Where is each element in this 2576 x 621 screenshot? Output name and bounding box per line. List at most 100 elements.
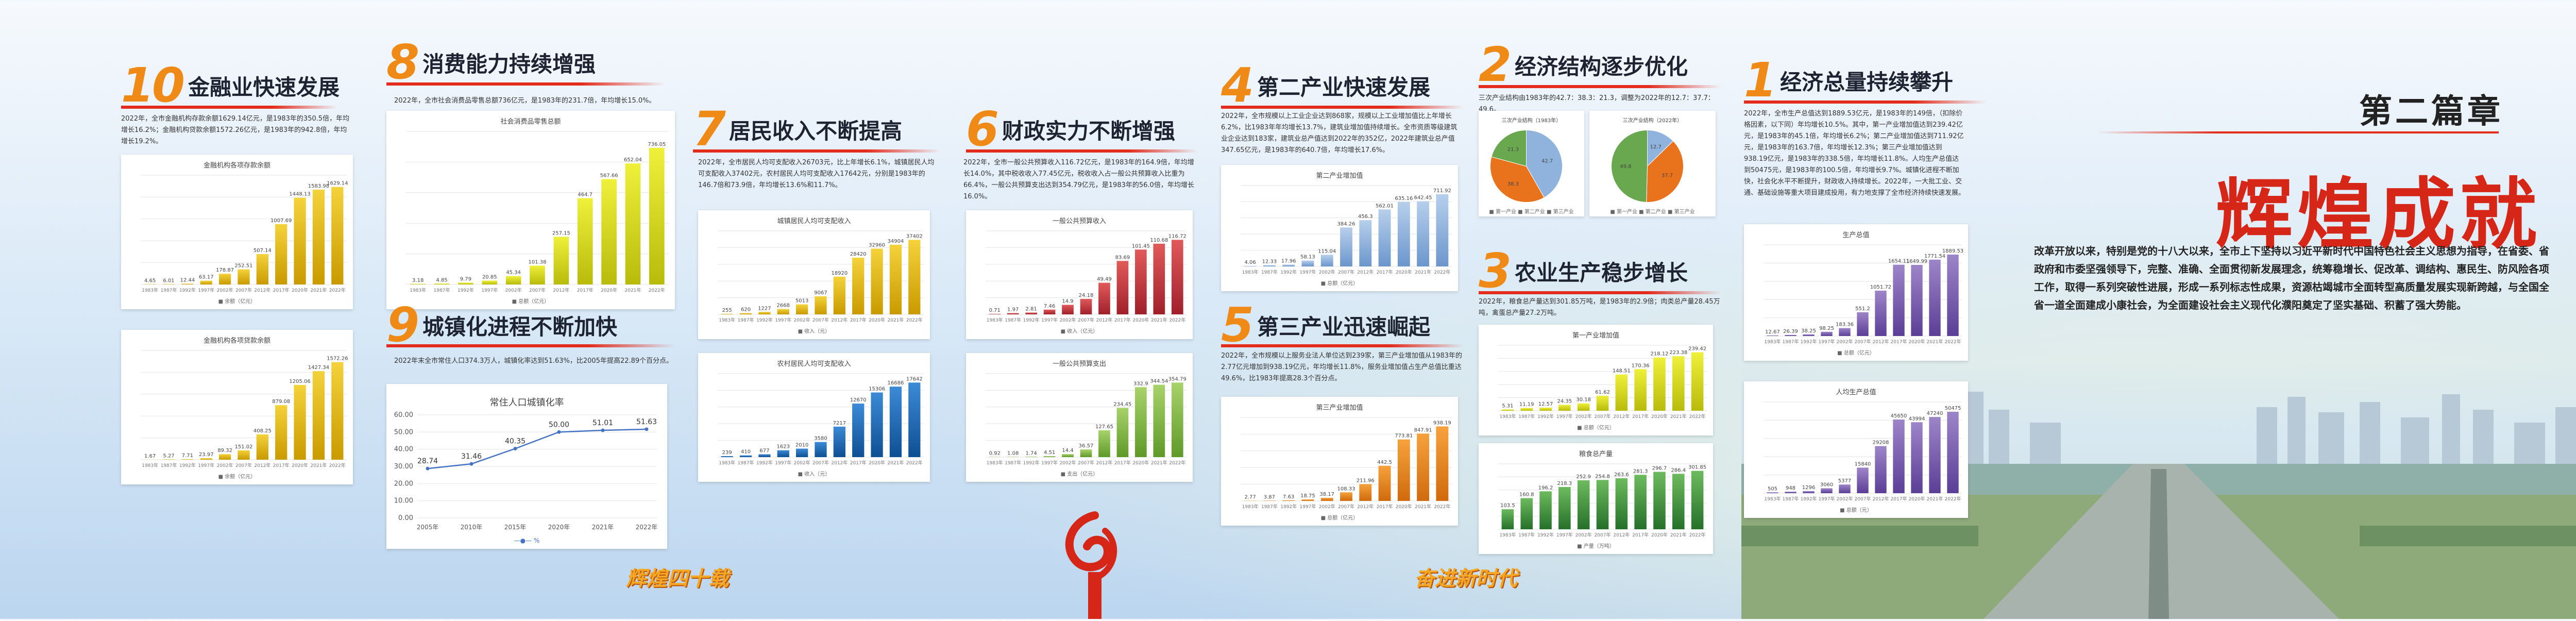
section-underline	[966, 149, 1198, 153]
bar	[163, 459, 175, 460]
data-label: 223.38	[1669, 350, 1687, 356]
tick-label: 2020年	[601, 287, 617, 293]
bar	[1436, 194, 1448, 266]
data-label: 384.26	[1337, 221, 1355, 227]
data-label: 24.18	[1079, 293, 1094, 298]
bar	[219, 454, 231, 460]
legend: ■ 第一产业 ■ 第二产业 ■ 第三产业	[1489, 208, 1573, 215]
bar	[908, 382, 920, 457]
tick-label: 2021年	[1670, 532, 1687, 538]
bar	[1616, 478, 1628, 529]
data-label: 50475	[1945, 406, 1961, 411]
data-label: 1.97	[1007, 307, 1019, 313]
section-number: 2	[1479, 41, 1510, 89]
bar	[1098, 430, 1110, 457]
data-label: 28.74	[417, 457, 438, 465]
data-label: 281.3	[1633, 468, 1648, 474]
tick-label: 1983年	[1765, 339, 1781, 345]
data-label: 1649.99	[1906, 259, 1927, 264]
data-label: 127.65	[1095, 424, 1113, 430]
data-label: 15306	[869, 387, 885, 392]
section-underline	[1744, 100, 1986, 104]
tick-label: 1983年	[719, 460, 735, 466]
bar	[890, 245, 902, 314]
tick-label: 2017年	[1114, 317, 1131, 323]
data-label: 51.63	[636, 418, 657, 426]
data-label: 1771.54	[1924, 254, 1945, 259]
data-label: 218.12	[1650, 351, 1668, 357]
data-label: 642.45	[1414, 195, 1432, 201]
section-number: 7	[693, 106, 724, 153]
bar	[1417, 202, 1429, 266]
section-underline	[1479, 291, 1721, 294]
legend: ■ 总额（亿元）	[1837, 349, 1875, 356]
data-label: 170.36	[1632, 363, 1650, 368]
tick-label: 2012年	[254, 462, 270, 468]
data-label: 0.92	[989, 451, 1001, 457]
data-label: 23.97	[199, 452, 214, 458]
section-number: 5	[1221, 301, 1252, 349]
tick-label: 1997年	[1300, 269, 1316, 275]
data-label: 17642	[906, 376, 923, 382]
data-label: 296.7	[1652, 466, 1667, 472]
tick-label: 1992年	[1537, 532, 1554, 538]
tick-label: 2002年	[1575, 532, 1592, 538]
data-label: 18.75	[1300, 493, 1315, 499]
tick-label: 2022年	[1434, 269, 1450, 275]
tick-label: 2002年	[794, 317, 810, 323]
data-label: 3.87	[1264, 494, 1275, 500]
tick-label: 1992年	[756, 317, 773, 323]
data-label: 12.44	[180, 278, 195, 283]
data-label: 14.9	[1062, 299, 1073, 305]
tick-label: 2020年	[1132, 317, 1149, 323]
bar	[1857, 312, 1868, 336]
data-label: 103.5	[1500, 503, 1515, 509]
bar	[1172, 382, 1183, 457]
data-label: 7.71	[182, 453, 193, 459]
data-label: 254.8	[1595, 474, 1610, 479]
bar	[200, 458, 212, 460]
bar	[238, 450, 249, 460]
tick-label: 1983年	[1242, 503, 1259, 510]
tick-label: 2007年	[1855, 339, 1871, 345]
legend: ■ 总额（亿元）	[1321, 514, 1359, 521]
data-label: 18920	[831, 271, 848, 276]
data-label: 38.25	[1801, 328, 1816, 334]
tick-label: 2012年	[553, 287, 569, 293]
tick-label: 1987年	[1783, 339, 1799, 345]
tick-label: 1983年	[987, 317, 1003, 323]
chart-c9: 0.0010.0020.0030.0040.0050.0060.0028.742…	[386, 384, 667, 549]
section-7-title: 7 居民收入不断提高	[693, 106, 902, 153]
data-label: 50.00	[549, 421, 569, 429]
data-label: 263.6	[1614, 472, 1629, 478]
section-1-title: 1 经济总量持续攀升	[1744, 57, 1953, 104]
bar	[1117, 408, 1129, 457]
data-label: 12.67	[1765, 329, 1780, 335]
bar	[1436, 426, 1448, 501]
legend: ■ 产量（万吨）	[1577, 543, 1615, 549]
data-label: 938.19	[1433, 420, 1451, 426]
tick-label: 1992年	[179, 462, 196, 468]
data-label: 28420	[850, 251, 867, 257]
data-label: 26.39	[1783, 329, 1798, 334]
data-label: 2010	[795, 443, 808, 448]
section-underline	[121, 106, 337, 109]
tick-label: 2002年	[1060, 317, 1076, 323]
bar	[721, 456, 733, 457]
bar	[1340, 492, 1352, 501]
tick-label: 1987年	[1518, 413, 1535, 419]
tick-label: 2012年	[1873, 339, 1889, 345]
bar	[482, 280, 497, 284]
data-point	[557, 430, 561, 434]
bar	[815, 442, 826, 457]
data-label: 151.02	[235, 444, 253, 450]
section-5-text: 2022年，全市规模以上服务业法人单位达到239家，第三产业增加值从1983年的…	[1221, 350, 1463, 384]
bar	[1857, 467, 1868, 493]
data-label: 101.45	[1132, 243, 1150, 249]
data-label: 567.66	[600, 173, 618, 178]
data-label: 677	[759, 448, 769, 454]
tick-label: 2017年	[273, 287, 290, 293]
